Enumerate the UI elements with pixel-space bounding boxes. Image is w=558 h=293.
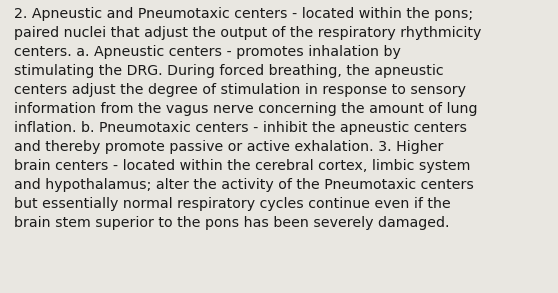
Text: 2. Apneustic and Pneumotaxic centers - located within the pons;
paired nuclei th: 2. Apneustic and Pneumotaxic centers - l… xyxy=(14,7,482,230)
